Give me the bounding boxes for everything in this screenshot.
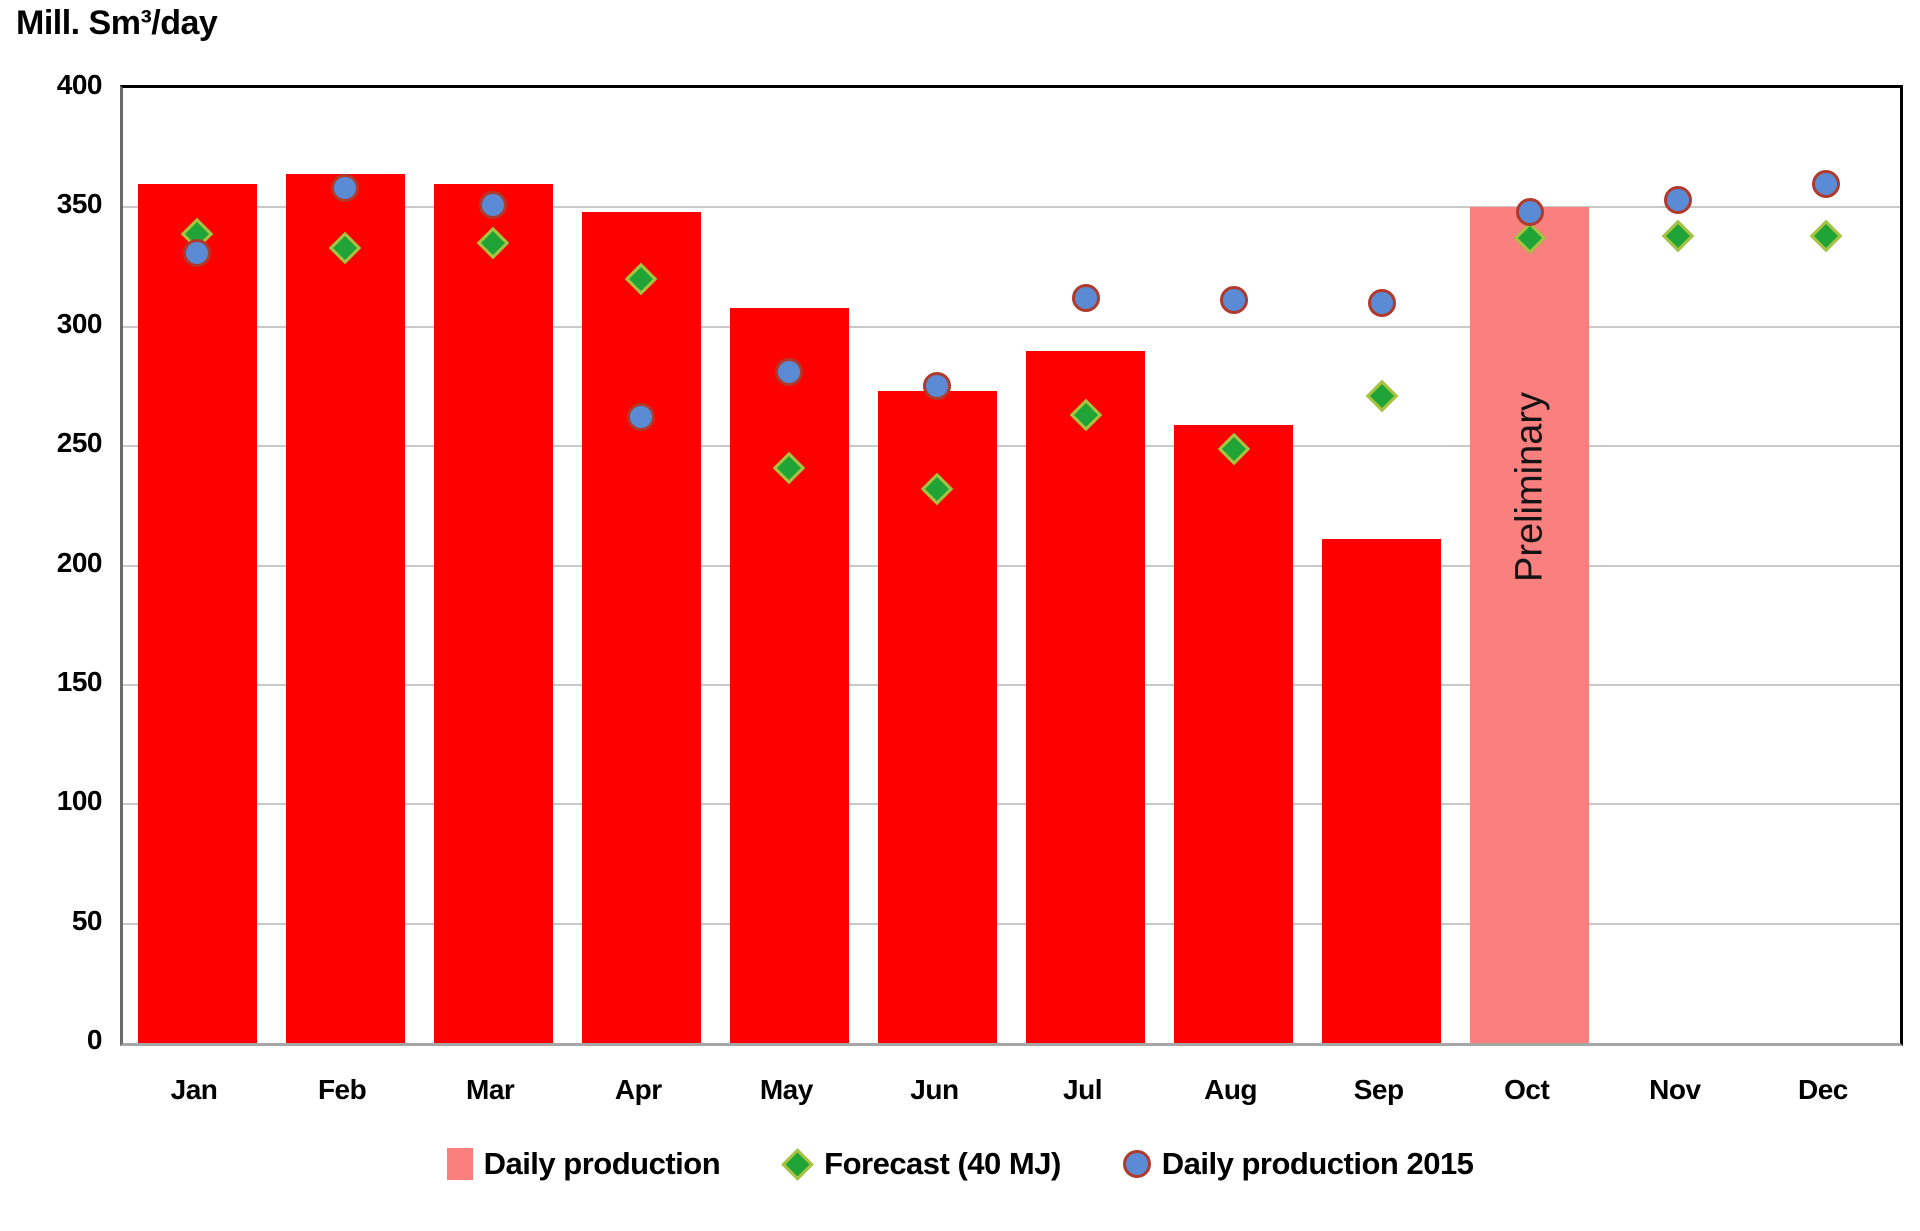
bar-jul <box>1026 350 1146 1043</box>
legend-label-daily-production-2015: Daily production 2015 <box>1161 1146 1474 1181</box>
gridline-150 <box>123 683 1900 686</box>
bar-feb <box>285 173 405 1043</box>
legend-item-daily-production: Daily production <box>446 1146 721 1182</box>
legend-square-icon <box>446 1148 473 1180</box>
forecast-40-mj-marker-sep <box>1365 379 1398 413</box>
x-tick-label-sep: Sep <box>1353 1074 1404 1105</box>
y-tick-label-100: 100 <box>56 785 103 817</box>
daily-production-2015-marker-feb <box>331 174 360 203</box>
daily-production-2015-marker-aug <box>1219 286 1248 315</box>
bar-mar <box>433 183 553 1043</box>
daily-production-2015-marker-apr <box>627 403 656 432</box>
x-tick-label-oct: Oct <box>1504 1074 1550 1105</box>
legend-diamond-icon <box>781 1147 814 1181</box>
chart-legend: Daily production Forecast (40 MJ) Daily pr… <box>0 1146 1920 1182</box>
daily-production-2015-marker-jul <box>1071 284 1100 313</box>
gridline-50 <box>123 922 1900 925</box>
legend-label-daily-production: Daily production <box>483 1146 721 1181</box>
x-tick-label-jul: Jul <box>1063 1074 1102 1105</box>
chart-plot-area: Preliminary <box>120 85 1903 1046</box>
y-tick-label-0: 0 <box>86 1024 103 1055</box>
daily-production-2015-marker-jan <box>183 238 212 267</box>
daily-production-2015-marker-jun <box>923 372 952 401</box>
legend-item-forecast-40-mj: Forecast (40 MJ) <box>781 1146 1061 1182</box>
daily-production-2015-marker-sep <box>1367 288 1396 317</box>
forecast-40-mj-marker-nov <box>1661 219 1695 253</box>
x-tick-label-mar: Mar <box>466 1074 515 1105</box>
legend-label-forecast-40-mj: Forecast (40 MJ) <box>824 1146 1061 1181</box>
bar-may <box>729 307 849 1043</box>
y-tick-label-250: 250 <box>56 427 103 459</box>
x-tick-label-jan: Jan <box>170 1074 218 1105</box>
gridline-100 <box>123 803 1900 806</box>
x-tick-label-aug: Aug <box>1204 1074 1258 1105</box>
y-tick-label-300: 300 <box>56 307 103 339</box>
bar-sep <box>1322 539 1442 1043</box>
legend-item-daily-production-2015: Daily production 2015 <box>1122 1146 1474 1182</box>
daily-production-2015-marker-nov <box>1663 186 1692 215</box>
daily-production-2015-marker-mar <box>479 190 508 219</box>
x-tick-label-may: May <box>759 1074 813 1105</box>
gridline-250 <box>123 445 1900 448</box>
daily-production-2015-marker-may <box>775 358 804 387</box>
x-tick-label-jun: Jun <box>910 1074 959 1105</box>
preliminary-annotation: Preliminary <box>1508 392 1551 583</box>
y-tick-label-400: 400 <box>56 69 103 100</box>
x-tick-label-apr: Apr <box>614 1074 662 1105</box>
y-tick-label-200: 200 <box>56 546 103 578</box>
bar-apr <box>581 212 701 1043</box>
y-tick-label-150: 150 <box>56 665 103 697</box>
bar-jan <box>137 183 257 1043</box>
forecast-40-mj-marker-dec <box>1809 219 1843 253</box>
bar-oct: Preliminary <box>1470 207 1590 1043</box>
daily-production-2015-marker-oct <box>1515 198 1544 227</box>
bar-aug <box>1174 424 1294 1043</box>
y-tick-label-350: 350 <box>56 188 103 220</box>
daily-production-2015-marker-dec <box>1811 169 1840 198</box>
gridline-200 <box>123 564 1900 567</box>
legend-circle-icon <box>1122 1150 1151 1178</box>
gridline-300 <box>123 325 1900 328</box>
chart-title: Mill. Sm³/day <box>16 4 218 42</box>
x-tick-label-dec: Dec <box>1797 1074 1848 1105</box>
y-tick-label-50: 50 <box>71 904 103 936</box>
x-tick-label-feb: Feb <box>317 1074 367 1105</box>
gridline-350 <box>123 206 1900 209</box>
x-tick-label-nov: Nov <box>1649 1074 1701 1105</box>
